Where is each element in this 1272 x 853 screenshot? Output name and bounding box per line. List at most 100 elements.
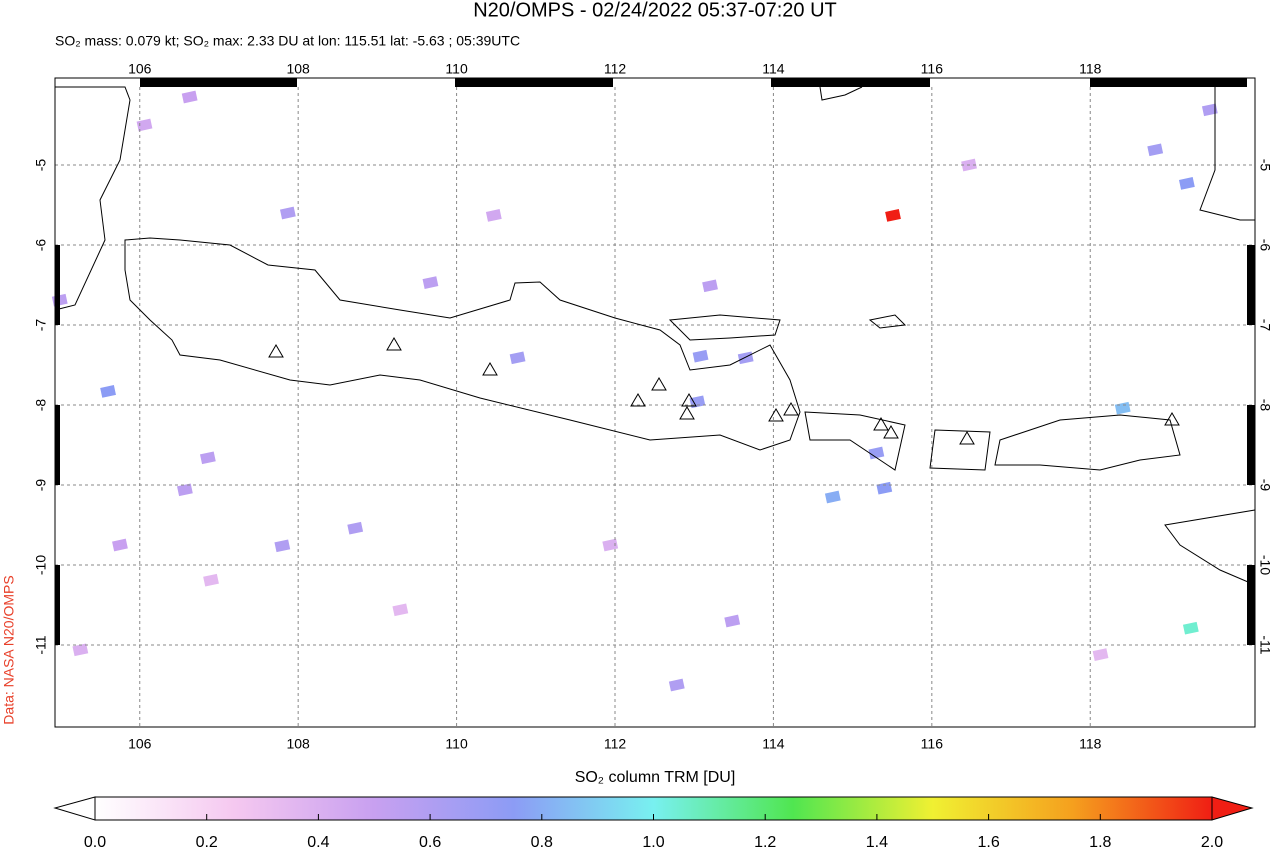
so2-pixel bbox=[72, 643, 89, 657]
colorbar-label: SO₂ column TRM [DU] bbox=[575, 769, 736, 786]
so2-pixel bbox=[1114, 401, 1131, 415]
y-tick-label: -8 bbox=[1257, 399, 1272, 412]
x-tick-label: 118 bbox=[1079, 736, 1102, 752]
colorbar-tick-label: 0.2 bbox=[196, 834, 218, 851]
coastline bbox=[819, 86, 863, 101]
so2-pixel bbox=[112, 538, 128, 552]
chart-title: N20/OMPS - 02/24/2022 05:37-07:20 UT bbox=[473, 0, 837, 21]
frame-bars bbox=[55, 78, 1255, 645]
volcano bbox=[630, 393, 646, 407]
x-tick-label: 112 bbox=[604, 736, 627, 752]
so2-pixel bbox=[203, 573, 219, 587]
y-tick-label: -6 bbox=[33, 239, 49, 252]
colorbar-tick-label: 1.4 bbox=[866, 834, 888, 851]
so2-pixel bbox=[509, 351, 526, 365]
so2-pixel bbox=[702, 279, 718, 293]
x-tick-label: 108 bbox=[286, 61, 310, 77]
coastline bbox=[804, 411, 906, 471]
so2-pixel bbox=[668, 678, 685, 692]
frame-bar bbox=[55, 405, 60, 485]
colorbar-tick-label: 0.4 bbox=[307, 834, 329, 851]
so2-pixel bbox=[1201, 103, 1218, 117]
so2-pixel bbox=[485, 209, 502, 222]
so2-pixel bbox=[347, 521, 364, 535]
frame-bar bbox=[55, 245, 60, 325]
colorbar-tick-label: 0.8 bbox=[531, 834, 553, 851]
volcano bbox=[679, 406, 695, 420]
y-tick-label: -11 bbox=[1257, 635, 1272, 654]
chart-subtitle: SO₂ mass: 0.079 kt; SO₂ max: 2.33 DU at … bbox=[55, 33, 520, 49]
coastline bbox=[929, 429, 991, 471]
colorbar-min-arrow bbox=[53, 796, 96, 821]
colorbar-tick-label: 0.0 bbox=[84, 834, 106, 851]
volcano bbox=[482, 362, 498, 376]
x-tick-label: 114 bbox=[762, 61, 785, 77]
colorbar-tick-label: 1.6 bbox=[977, 834, 999, 851]
volcano bbox=[651, 377, 667, 391]
so2-pixel bbox=[100, 385, 116, 398]
x-tick-label: 114 bbox=[762, 736, 785, 752]
volcanoes bbox=[268, 337, 1180, 445]
frame-bar bbox=[455, 78, 613, 87]
colorbar-tick-label: 1.0 bbox=[642, 834, 664, 851]
so2-pixel bbox=[692, 349, 709, 363]
coastline bbox=[124, 237, 801, 451]
colorbar-tick-label: 2.0 bbox=[1201, 834, 1223, 851]
frame-bar bbox=[771, 78, 930, 87]
x-tick-label: 118 bbox=[1079, 61, 1102, 77]
frame-bar bbox=[1247, 245, 1255, 325]
volcano bbox=[873, 417, 889, 431]
so2-pixel bbox=[1178, 177, 1195, 190]
volcano bbox=[768, 408, 784, 422]
coastline bbox=[1199, 87, 1255, 221]
y-tick-label: -7 bbox=[1257, 319, 1272, 332]
x-tick-label: 112 bbox=[604, 61, 627, 77]
x-tick-label: 110 bbox=[445, 61, 468, 77]
x-tick-label: 106 bbox=[128, 736, 152, 752]
map-frame bbox=[54, 77, 1256, 728]
coastlines bbox=[54, 86, 1256, 586]
so2-pixel bbox=[199, 451, 216, 465]
y-tick-label: -11 bbox=[33, 635, 49, 654]
pixel-layer bbox=[51, 90, 1218, 692]
x-tick-label: 116 bbox=[921, 736, 944, 752]
so2-pixel bbox=[392, 603, 409, 617]
volcano bbox=[681, 393, 697, 407]
colorbar-tick-label: 0.6 bbox=[419, 834, 441, 851]
coastline bbox=[868, 314, 907, 329]
so2-pixel bbox=[1147, 143, 1164, 157]
y-tick-label: -10 bbox=[33, 555, 49, 575]
coastline bbox=[54, 86, 131, 311]
so2-pixel bbox=[1092, 648, 1109, 661]
so2-pixel bbox=[724, 614, 741, 628]
x-tick-label: 110 bbox=[445, 736, 468, 752]
x-tick-label: 108 bbox=[286, 736, 310, 752]
volcano bbox=[783, 402, 799, 416]
grid bbox=[55, 87, 1255, 727]
so2-pixel bbox=[274, 539, 291, 553]
credit: Data: NASA N20/OMPS bbox=[1, 575, 17, 724]
colorbar-max-arrow bbox=[1211, 796, 1254, 821]
so2-pixel bbox=[136, 118, 153, 132]
so2-pixel bbox=[422, 276, 439, 289]
so2-pixel bbox=[1182, 621, 1199, 635]
coastline bbox=[1164, 509, 1256, 586]
so2-pixel bbox=[602, 538, 619, 552]
y-tick-label: -6 bbox=[1257, 239, 1272, 252]
so2-pixel bbox=[279, 206, 296, 220]
so2-pixel bbox=[824, 490, 841, 504]
y-tick-label: -9 bbox=[1257, 479, 1272, 492]
y-tick-label: -5 bbox=[1257, 159, 1272, 172]
so2-pixel bbox=[737, 351, 754, 365]
volcano bbox=[268, 344, 284, 358]
coastline bbox=[994, 414, 1181, 471]
so2-pixel bbox=[868, 446, 885, 460]
frame-bar bbox=[55, 565, 60, 645]
y-tick-label: -5 bbox=[33, 159, 49, 172]
so2-pixel bbox=[876, 481, 893, 495]
y-tick-label: -7 bbox=[33, 319, 49, 332]
volcano bbox=[1164, 412, 1180, 426]
y-tick-label: -10 bbox=[1257, 555, 1272, 575]
volcano bbox=[883, 425, 899, 439]
coastline bbox=[668, 314, 781, 341]
